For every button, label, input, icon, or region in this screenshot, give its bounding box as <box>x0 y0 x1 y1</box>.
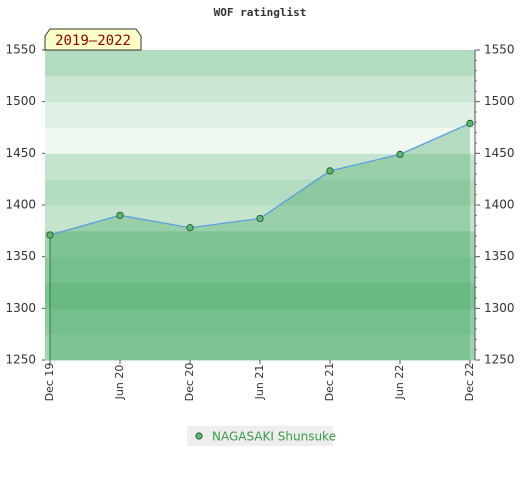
x-tick-label: Dec 19 <box>43 363 56 402</box>
point <box>186 224 194 232</box>
y2-tick-label: 1400 <box>484 198 515 212</box>
legend-label: NAGASAKI Shunsuke <box>212 430 336 444</box>
band <box>45 256 475 283</box>
y2-tick-label: 1550 <box>484 43 515 57</box>
y-tick-label: 1550 <box>5 43 36 57</box>
y-tick-label: 1400 <box>5 198 36 212</box>
band <box>45 308 475 335</box>
area <box>50 123 470 360</box>
annotation: 2019–2022 <box>55 33 131 49</box>
y-tick-label: 1250 <box>5 353 36 367</box>
point <box>466 119 474 127</box>
y-tick-label: 1300 <box>5 301 36 315</box>
band <box>45 282 475 309</box>
point <box>396 150 404 158</box>
point <box>256 214 264 223</box>
badge <box>44 28 142 51</box>
legend-marker <box>195 432 203 440</box>
band <box>45 101 475 128</box>
band <box>45 153 475 180</box>
y2-tick-label: 1250 <box>484 353 515 367</box>
band <box>45 50 475 77</box>
band <box>45 179 475 206</box>
point <box>46 231 54 239</box>
legend-box <box>187 426 333 446</box>
y2-tick-label: 1450 <box>484 146 515 160</box>
x-tick-label: Jun 20 <box>113 365 126 401</box>
x-tick-label: Dec 20 <box>183 363 196 402</box>
band <box>45 334 475 361</box>
x-tick-label: Dec 21 <box>323 363 336 402</box>
y-tick-label: 1500 <box>5 94 36 108</box>
y2-tick-label: 1350 <box>484 249 515 263</box>
y-tick-label: 1350 <box>5 249 36 263</box>
band <box>45 75 475 103</box>
band <box>45 127 475 154</box>
point <box>116 211 124 219</box>
chart-title: WOF ratinglist <box>214 6 307 19</box>
x-tick-label: Jun 22 <box>393 365 406 401</box>
band <box>45 230 475 258</box>
y2-tick-label: 1300 <box>484 301 515 315</box>
y2-tick-label: 1500 <box>484 94 515 108</box>
y-tick-label: 1450 <box>5 146 36 160</box>
x-tick-label: Jun 21 <box>253 365 266 401</box>
x-tick-label: Dec 22 <box>463 363 476 402</box>
point <box>326 167 334 175</box>
